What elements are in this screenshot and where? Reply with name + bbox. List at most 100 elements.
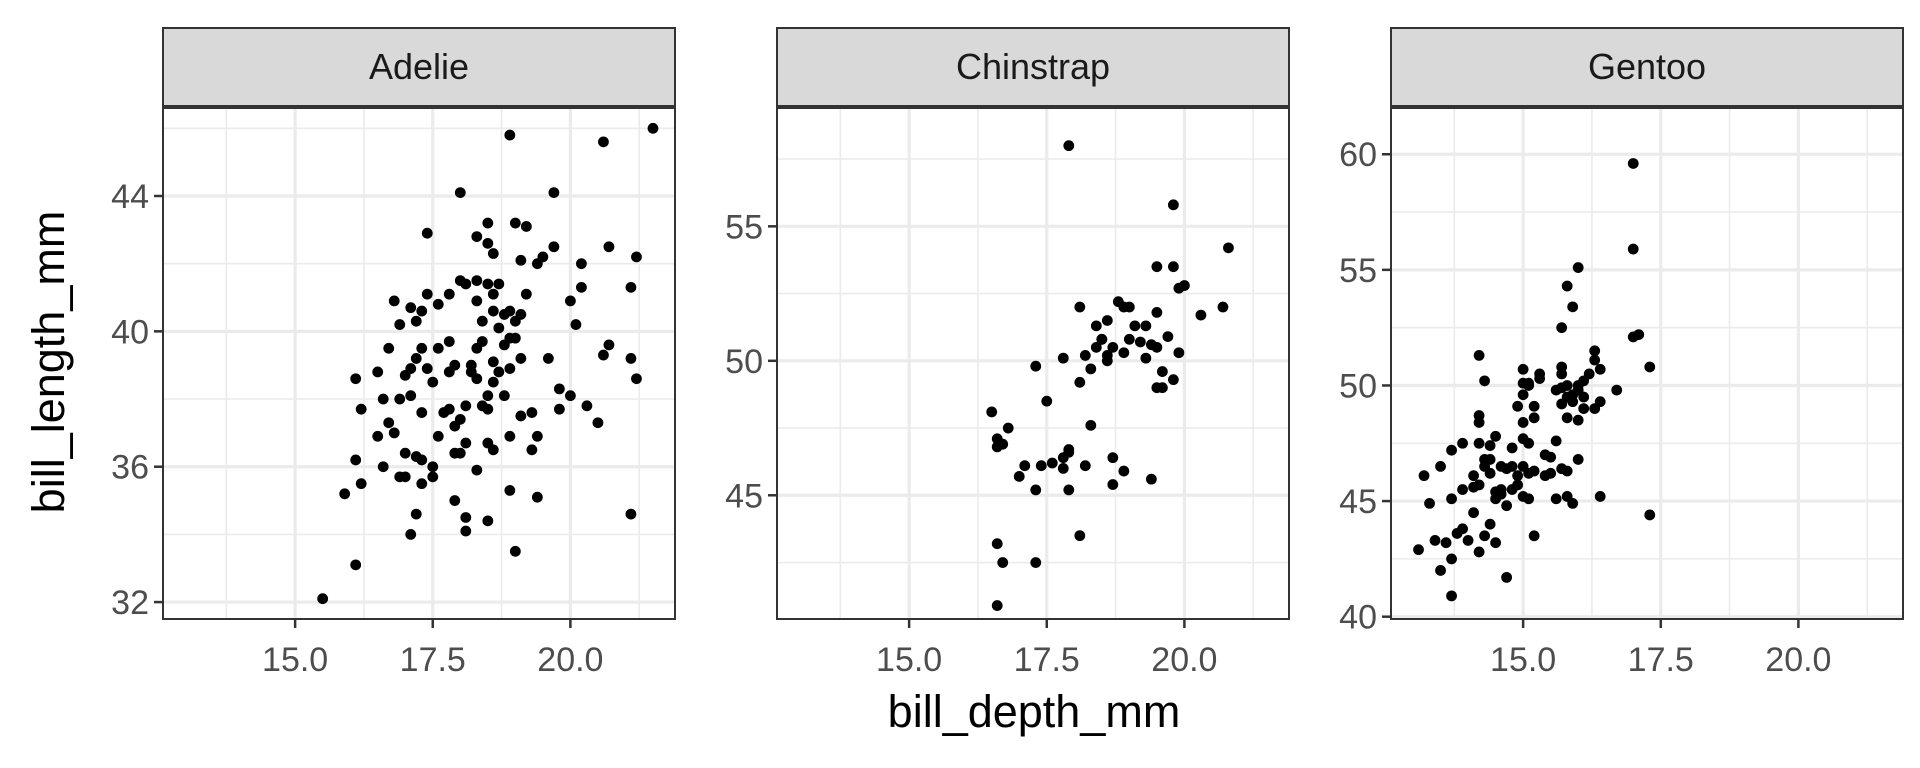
data-point bbox=[1556, 322, 1568, 334]
data-point bbox=[1134, 336, 1146, 348]
data-point bbox=[482, 237, 494, 249]
data-point bbox=[432, 430, 444, 442]
data-point bbox=[1528, 465, 1540, 477]
data-point bbox=[1633, 329, 1645, 340]
data-point bbox=[410, 508, 422, 520]
data-point bbox=[1013, 471, 1025, 482]
data-point bbox=[576, 258, 587, 270]
data-point bbox=[427, 471, 439, 483]
data-point bbox=[515, 353, 527, 364]
data-point bbox=[1002, 422, 1014, 434]
data-point bbox=[471, 295, 483, 307]
data-point bbox=[1446, 553, 1457, 565]
data-point bbox=[542, 353, 554, 364]
facet-strip-label: Chinstrap bbox=[956, 46, 1110, 87]
data-point bbox=[531, 430, 543, 442]
data-point bbox=[1506, 442, 1518, 454]
data-point bbox=[383, 417, 395, 429]
data-point bbox=[1145, 473, 1157, 485]
facet-panels: Adelie 32 36 40 44 15.0 17.5 20.0 Chinstrap 45 50 5… bbox=[111, 27, 1904, 679]
data-point bbox=[1446, 590, 1457, 602]
data-point bbox=[372, 366, 384, 378]
panel-border bbox=[1390, 107, 1904, 620]
data-point bbox=[991, 538, 1003, 550]
data-point bbox=[493, 366, 505, 378]
data-point bbox=[449, 359, 461, 371]
data-point bbox=[1057, 352, 1069, 364]
data-point bbox=[1561, 412, 1573, 424]
data-point bbox=[553, 383, 565, 395]
data-point bbox=[1627, 158, 1639, 169]
data-point bbox=[394, 393, 406, 405]
data-point bbox=[1490, 537, 1502, 549]
data-point bbox=[482, 515, 494, 527]
data-point bbox=[1644, 361, 1656, 373]
data-point bbox=[603, 241, 615, 253]
data-point bbox=[1572, 454, 1584, 465]
data-point bbox=[339, 488, 351, 500]
data-point bbox=[421, 227, 433, 239]
data-point bbox=[1528, 530, 1540, 542]
data-point bbox=[1594, 491, 1606, 502]
data-point bbox=[526, 444, 538, 456]
data-point bbox=[1195, 309, 1207, 321]
data-point bbox=[1090, 320, 1102, 332]
data-point bbox=[1101, 315, 1113, 326]
data-point bbox=[1030, 360, 1042, 372]
data-point bbox=[1567, 301, 1579, 313]
data-point bbox=[460, 437, 472, 449]
data-point bbox=[1107, 479, 1119, 490]
y-tick-label: 45 bbox=[725, 477, 763, 515]
data-point bbox=[509, 545, 521, 557]
data-point bbox=[1057, 462, 1069, 474]
data-point bbox=[405, 363, 417, 374]
facet-gentoo: Gentoo 40 45 50 55 60 15.0 17.5 20.0 bbox=[1339, 27, 1904, 679]
data-point bbox=[355, 403, 367, 415]
facet-strip-label: Gentoo bbox=[1588, 46, 1706, 87]
x-axis-title: bill_depth_mm bbox=[888, 686, 1181, 737]
x-tick-label: 20.0 bbox=[1151, 641, 1217, 679]
data-point bbox=[454, 447, 466, 459]
data-point bbox=[405, 390, 417, 402]
data-point bbox=[460, 400, 472, 412]
data-point bbox=[410, 353, 422, 364]
data-point bbox=[416, 305, 428, 317]
data-point bbox=[1528, 412, 1540, 424]
data-point bbox=[427, 376, 439, 388]
data-point bbox=[1572, 414, 1584, 426]
data-point bbox=[531, 491, 543, 503]
data-point bbox=[482, 390, 494, 402]
data-point bbox=[1512, 479, 1524, 491]
data-point bbox=[1490, 430, 1502, 442]
data-point bbox=[1627, 243, 1639, 255]
data-point bbox=[487, 356, 499, 368]
data-point bbox=[1140, 320, 1152, 332]
data-point bbox=[1594, 396, 1606, 408]
data-point bbox=[1534, 373, 1546, 384]
facet-adelie: Adelie 32 36 40 44 15.0 17.5 20.0 bbox=[111, 27, 676, 679]
data-point bbox=[1523, 493, 1535, 505]
data-point bbox=[1578, 403, 1590, 414]
data-point bbox=[1162, 331, 1174, 343]
y-tick-label: 45 bbox=[1339, 483, 1377, 521]
data-point bbox=[476, 400, 488, 412]
data-point bbox=[1644, 509, 1656, 521]
facet-strip bbox=[162, 27, 676, 107]
data-point bbox=[1156, 366, 1168, 377]
data-point bbox=[1173, 347, 1185, 359]
data-point bbox=[443, 336, 455, 347]
data-point bbox=[1118, 301, 1130, 313]
data-point bbox=[1473, 479, 1485, 491]
x-tick-label: 17.5 bbox=[400, 641, 466, 679]
panel-background bbox=[163, 108, 675, 619]
data-point bbox=[1167, 261, 1179, 273]
data-point bbox=[1501, 463, 1513, 475]
data-point bbox=[509, 332, 521, 344]
data-point bbox=[1479, 375, 1490, 387]
data-point bbox=[515, 254, 527, 266]
facet-strip-label: Adelie bbox=[369, 46, 469, 87]
data-point bbox=[1561, 380, 1573, 391]
data-point bbox=[1512, 400, 1524, 412]
data-point bbox=[443, 403, 455, 415]
